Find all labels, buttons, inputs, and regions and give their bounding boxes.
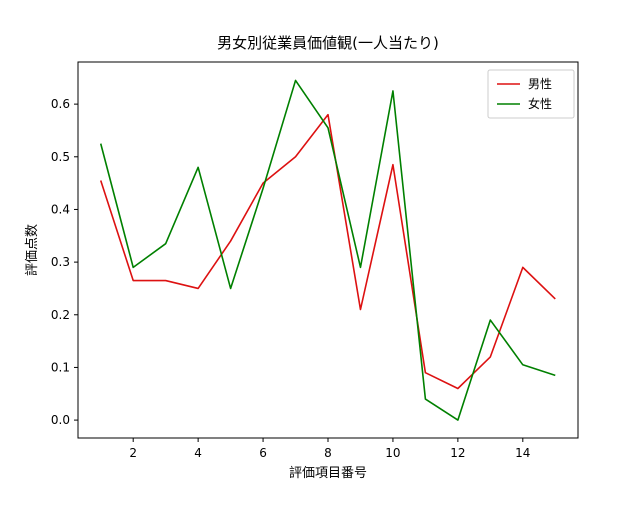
series-line-男性 [99, 113, 556, 390]
y-tick-label: 0.4 [51, 202, 70, 216]
x-tick-label: 14 [515, 446, 530, 460]
x-tick-label: 6 [259, 446, 267, 460]
y-tick-label: 0.5 [51, 150, 70, 164]
y-tick-label: 0.2 [51, 308, 70, 322]
y-tick-label: 0.0 [51, 413, 70, 427]
series-line-女性 [99, 79, 556, 421]
y-tick-label: 0.6 [51, 97, 70, 111]
x-tick-label: 10 [385, 446, 400, 460]
y-axis-label: 評価点数 [25, 224, 40, 276]
chart-title: 男女別従業員価値観(一人当たり) [217, 34, 439, 52]
x-axis-label: 評価項目番号 [289, 466, 367, 481]
x-tick-label: 2 [129, 446, 137, 460]
y-tick-label: 0.3 [51, 255, 70, 269]
legend-label: 男性 [528, 77, 552, 91]
x-tick-label: 8 [324, 446, 332, 460]
x-tick-label: 4 [194, 446, 202, 460]
x-tick-label: 12 [450, 446, 465, 460]
y-tick-label: 0.1 [51, 360, 70, 374]
legend-box [487, 69, 575, 119]
legend-label: 女性 [528, 96, 552, 111]
